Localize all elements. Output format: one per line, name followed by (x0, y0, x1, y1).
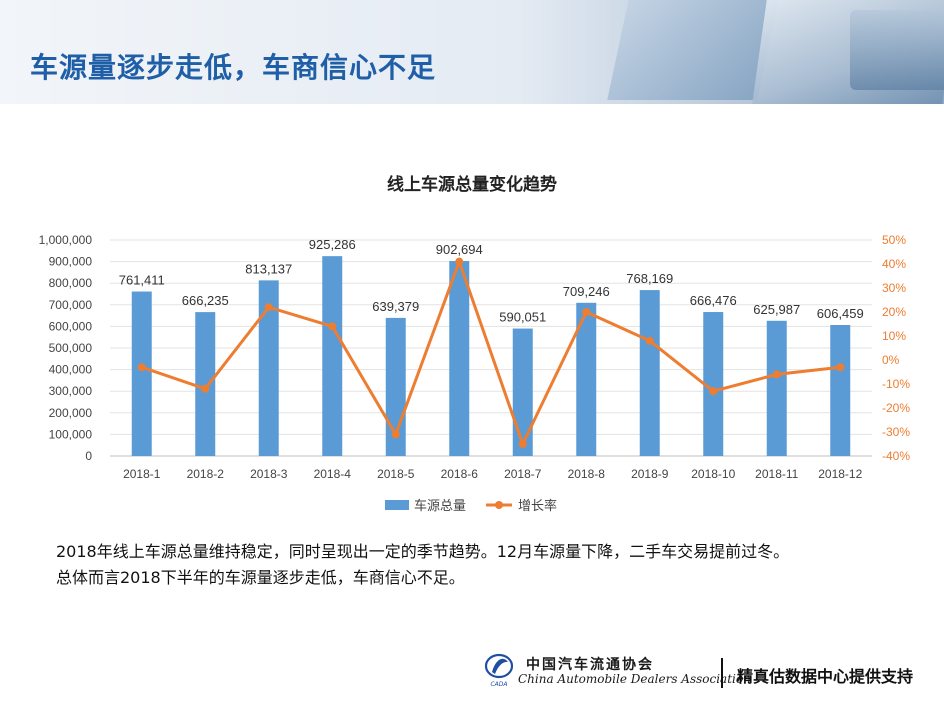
x-tick-label: 2018-6 (441, 467, 479, 481)
bar (830, 325, 851, 456)
y-left-tick-label: 1,000,000 (39, 233, 93, 247)
growth-rate-point (137, 363, 146, 372)
growth-rate-point (201, 384, 210, 393)
y-left-tick-label: 700,000 (49, 298, 93, 312)
bar (639, 290, 660, 456)
bar (258, 280, 279, 456)
bar-data-label: 625,987 (753, 302, 800, 317)
y-right-tick-label: -20% (882, 401, 910, 415)
bar-data-label: 813,137 (245, 261, 292, 276)
y-right-tick-label: 50% (882, 233, 906, 247)
description: 2018年线上车源总量维持稳定，同时呈现出一定的季节趋势。12月车源量下降，二手… (56, 539, 789, 591)
y-right-tick-label: -40% (882, 449, 910, 463)
x-tick-label: 2018-9 (631, 467, 669, 481)
bar (512, 328, 533, 456)
chart-title: 线上车源总量变化趋势 (387, 175, 557, 195)
growth-rate-point (328, 322, 337, 331)
x-tick-label: 2018-2 (187, 467, 225, 481)
description-line: 2018年线上车源总量维持稳定，同时呈现出一定的季节趋势。12月车源量下降，二手… (56, 542, 790, 561)
y-right-tick-label: 10% (882, 329, 906, 343)
y-left-tick-label: 400,000 (49, 363, 93, 377)
legend-label: 增长率 (518, 498, 557, 514)
x-tick-label: 2018-11 (755, 467, 798, 481)
footer-divider (721, 658, 723, 688)
y-right-tick-label: 40% (882, 257, 906, 271)
growth-rate-line (141, 257, 841, 448)
cada-logo-icon: CADA (484, 653, 514, 688)
x-tick-label: 2018-10 (691, 467, 735, 481)
y-right-tick-label: 0% (882, 353, 900, 367)
support-text: 精真估数据中心提供支持 (737, 667, 914, 686)
x-tick-label: 2018-5 (377, 467, 415, 481)
y-right-tick-label: -30% (882, 425, 910, 439)
y-left-tick-label: 900,000 (49, 255, 93, 269)
y-left-tick-label: 300,000 (49, 384, 93, 398)
legend-label: 车源总量 (414, 498, 466, 514)
bar-data-label: 666,476 (690, 293, 737, 308)
bar (449, 261, 470, 456)
growth-rate-point (772, 370, 781, 379)
bar (766, 320, 787, 456)
bar-data-label: 590,051 (499, 310, 546, 325)
growth-rate-point (518, 440, 527, 448)
bar (195, 312, 216, 456)
growth-rate-point (709, 387, 718, 396)
y-left-tick-label: 800,000 (49, 276, 93, 290)
header-banner: 车源量逐步走低，车商信心不足 (0, 0, 944, 104)
bar (131, 291, 152, 456)
bar-data-label: 768,169 (626, 271, 673, 286)
bar-data-label: 902,694 (436, 242, 483, 257)
description-line: 总体而言2018下半年的车源量逐步走低，车商信心不足。 (56, 568, 465, 587)
bar-data-label: 925,286 (309, 237, 356, 252)
x-tick-label: 2018-1 (123, 467, 161, 481)
bar (703, 312, 724, 456)
bar (576, 302, 597, 456)
growth-rate-point (836, 363, 845, 372)
bar (322, 256, 343, 456)
y-left-tick-label: 100,000 (49, 427, 93, 441)
y-right-tick-label: -10% (882, 377, 910, 391)
header-decoration (850, 10, 944, 90)
x-tick-label: 2018-12 (818, 467, 862, 481)
y-left-tick-label: 0 (85, 449, 92, 463)
y-right-tick-label: 20% (882, 305, 906, 319)
logo-text: CADA (490, 681, 507, 688)
org-name-en: China Automobile Dealers Association (518, 672, 751, 686)
bar-data-label: 761,411 (119, 273, 165, 288)
org-name-cn: 中国汽车流通协会 (526, 657, 654, 673)
y-left-tick-label: 600,000 (49, 319, 93, 333)
x-tick-label: 2018-3 (250, 467, 288, 481)
bar-data-label: 606,459 (817, 306, 864, 321)
y-right-tick-label: 30% (882, 281, 906, 295)
y-left-tick-label: 500,000 (49, 341, 93, 355)
y-left-tick-label: 200,000 (49, 406, 93, 420)
chart: 0 100,000 200,000 300,000 400,000 500,000 600,… (39, 233, 911, 514)
x-tick-label: 2018-8 (568, 467, 606, 481)
x-tick-label: 2018-7 (504, 467, 542, 481)
growth-rate-point (582, 308, 591, 316)
legend-swatch-bars (385, 500, 409, 510)
page-title: 车源量逐步走低，车商信心不足 (30, 51, 437, 84)
legend-swatch-marker (495, 501, 503, 509)
growth-rate-point (264, 303, 273, 312)
bar-data-label: 639,379 (372, 299, 419, 314)
growth-rate-point (455, 257, 464, 266)
bar-data-label: 666,235 (182, 293, 229, 308)
growth-rate-point (645, 336, 654, 345)
x-tick-label: 2018-4 (314, 467, 352, 481)
growth-rate-point (391, 430, 400, 439)
bar-data-label: 709,246 (563, 284, 610, 299)
